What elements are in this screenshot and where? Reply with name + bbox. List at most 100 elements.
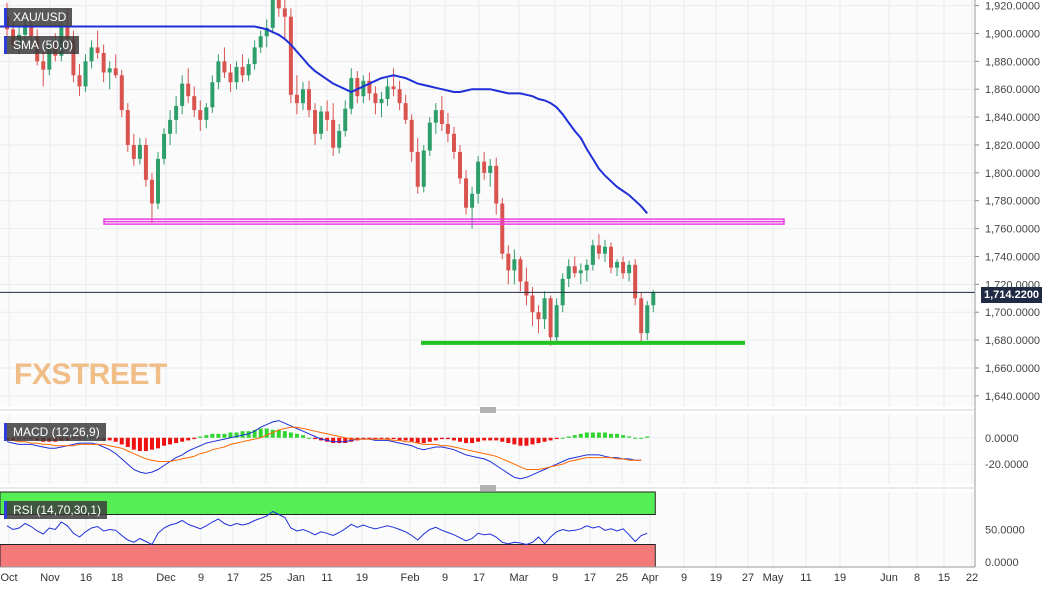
macd-histogram-bar bbox=[276, 429, 281, 438]
candle-body bbox=[65, 26, 70, 40]
candle-body bbox=[645, 305, 650, 334]
candle-body bbox=[409, 119, 414, 152]
candle-body bbox=[584, 264, 589, 271]
y-tick-label: 1,660.0000 bbox=[985, 363, 1040, 375]
candle-body bbox=[149, 179, 154, 204]
macd-histogram-bar bbox=[125, 437, 130, 448]
candle-body bbox=[246, 64, 251, 76]
candle-body bbox=[325, 111, 330, 120]
macd-histogram-bar bbox=[421, 437, 426, 444]
candle-body bbox=[174, 105, 179, 120]
rsi-tick-label: 0.0000 bbox=[985, 557, 1019, 569]
macd-histogram-bar bbox=[264, 428, 269, 438]
candle-body bbox=[403, 103, 408, 120]
macd-histogram-bar bbox=[325, 437, 330, 442]
macd-histogram-bar bbox=[270, 429, 275, 438]
candle-body bbox=[572, 266, 577, 274]
rsi-oversold-zone bbox=[0, 544, 656, 568]
macd-signal-line bbox=[7, 426, 642, 470]
y-tick-label: 1,740.0000 bbox=[985, 251, 1040, 263]
sma-50-line bbox=[0, 25, 648, 214]
x-tick-label: 25 bbox=[616, 572, 628, 584]
x-tick-label: 8 bbox=[914, 572, 920, 584]
macd-histogram-bar bbox=[609, 433, 613, 438]
macd-histogram-bar bbox=[168, 437, 173, 445]
macd-histogram-bar bbox=[385, 437, 390, 440]
macd-tick-label: -20.0000 bbox=[985, 459, 1028, 471]
candle-body bbox=[621, 262, 626, 274]
y-tick-label: 1,840.0000 bbox=[985, 112, 1040, 124]
x-tick-label: 9 bbox=[552, 572, 558, 584]
candle-body bbox=[627, 264, 632, 274]
macd-histogram-bar bbox=[113, 437, 118, 442]
macd-histogram-bar bbox=[137, 437, 142, 451]
macd-histogram-bar bbox=[439, 437, 444, 440]
candle-body bbox=[288, 16, 293, 95]
candle-body bbox=[125, 110, 130, 145]
macd-label[interactable]: MACD (12,26,9) bbox=[4, 423, 106, 441]
macd-histogram-bar bbox=[234, 432, 239, 438]
macd-histogram-bar bbox=[131, 437, 136, 450]
candle-body bbox=[204, 107, 209, 120]
candle-body bbox=[421, 150, 426, 187]
candle-body bbox=[391, 86, 396, 90]
pane-separators[interactable] bbox=[0, 407, 975, 491]
candle-body bbox=[234, 66, 239, 83]
macd-histogram-bar bbox=[337, 437, 342, 444]
x-tick-label: May bbox=[763, 572, 784, 584]
macd-histogram-bar bbox=[198, 436, 203, 438]
macd-histogram-bar bbox=[633, 437, 638, 439]
x-tick-label: 9 bbox=[681, 572, 687, 584]
y-tick-label: 1,820.0000 bbox=[985, 140, 1040, 152]
macd-line bbox=[6, 420, 642, 480]
macd-histogram-bar bbox=[572, 435, 577, 438]
candle-body bbox=[633, 264, 638, 299]
candle-body bbox=[71, 39, 76, 76]
price-pane-bg bbox=[0, 0, 975, 407]
macd-histogram-bar bbox=[294, 433, 299, 438]
x-tick-label: Apr bbox=[641, 572, 658, 584]
macd-histogram-bar bbox=[560, 437, 565, 439]
candle-body bbox=[451, 133, 456, 152]
candle-body bbox=[361, 80, 366, 97]
candle-body bbox=[518, 259, 523, 282]
rsi-pane bbox=[0, 491, 656, 568]
macd-histogram-bar bbox=[162, 437, 167, 446]
candle-body bbox=[107, 68, 112, 73]
x-tick-label: Dec bbox=[156, 572, 176, 584]
sma-label[interactable]: SMA (50,0) bbox=[4, 36, 80, 54]
candle-body bbox=[500, 203, 505, 254]
macd-histogram-bar bbox=[258, 428, 263, 438]
macd-histogram-bar bbox=[252, 429, 257, 438]
candle-body bbox=[131, 144, 136, 159]
x-tick-label: 9 bbox=[442, 572, 448, 584]
candle-body bbox=[186, 83, 191, 97]
candle-body bbox=[439, 110, 444, 125]
candle-body bbox=[276, 0, 281, 9]
y-tick-label: 1,880.0000 bbox=[985, 56, 1040, 68]
macd-histogram-bar bbox=[180, 437, 185, 442]
macd-histogram-bar bbox=[228, 432, 233, 438]
macd-histogram-bar bbox=[143, 437, 148, 451]
candle-body bbox=[458, 151, 462, 179]
macd-histogram-bar bbox=[494, 437, 499, 441]
macd-histogram-bar bbox=[379, 437, 384, 440]
x-tick-label: 17 bbox=[584, 572, 596, 584]
x-tick-label: Feb bbox=[401, 572, 420, 584]
macd-histogram-bar bbox=[397, 437, 402, 441]
macd-histogram-bar bbox=[621, 435, 626, 438]
candle-body bbox=[470, 193, 475, 208]
candle-body bbox=[548, 298, 553, 338]
macd-histogram-bar bbox=[204, 435, 209, 438]
y-tick-label: 1,780.0000 bbox=[985, 196, 1040, 208]
macd-histogram-bar bbox=[482, 437, 487, 441]
symbol-label[interactable]: XAU/USD bbox=[4, 8, 73, 26]
candle-body bbox=[300, 89, 305, 104]
candle-body bbox=[270, 0, 275, 28]
candle-body bbox=[119, 75, 124, 111]
macd-histogram-bar bbox=[222, 433, 227, 438]
candle-body bbox=[264, 27, 269, 37]
rsi-label[interactable]: RSI (14,70,30,1) bbox=[4, 501, 108, 519]
candle-body bbox=[41, 61, 46, 70]
